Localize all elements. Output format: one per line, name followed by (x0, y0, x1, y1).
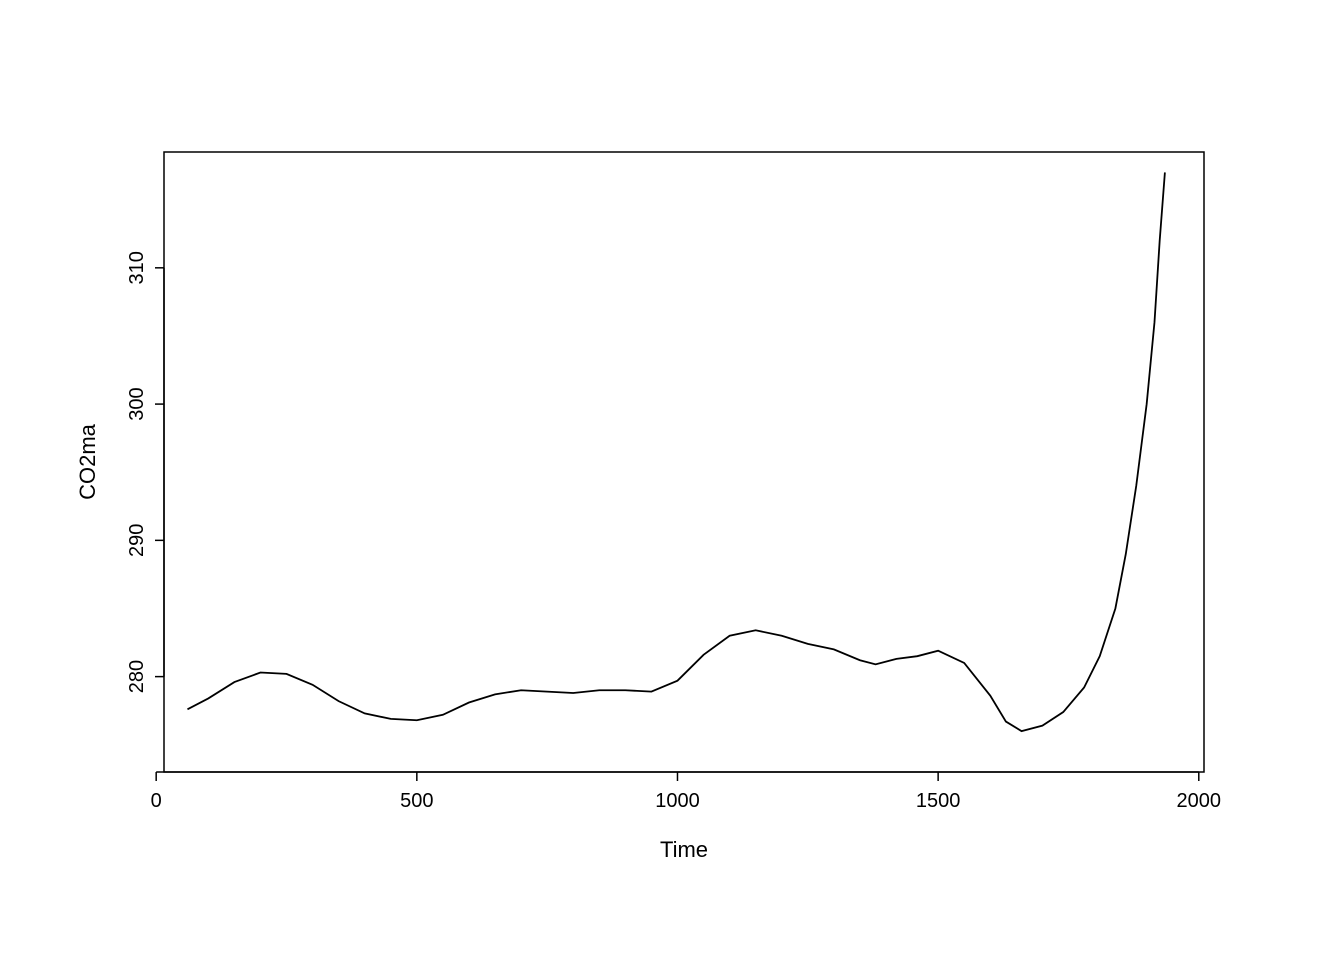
x-tick-label: 500 (400, 790, 433, 812)
y-axis-ticks (155, 268, 164, 677)
plot-border (164, 152, 1204, 772)
y-axis-label: CO2ma (75, 423, 100, 500)
y-axis-tick-labels: 280 290 300 310 (126, 251, 148, 693)
y-tick-label: 290 (126, 524, 148, 557)
x-tick-label: 1000 (655, 790, 700, 812)
x-axis-tick-labels: 0 500 1000 1500 2000 (151, 790, 1221, 812)
x-tick-label: 2000 (1177, 790, 1222, 812)
x-tick-label: 1500 (916, 790, 961, 812)
x-axis-ticks (156, 772, 1199, 781)
y-tick-label: 300 (126, 387, 148, 420)
series-line (187, 172, 1164, 731)
y-tick-label: 280 (126, 660, 148, 693)
x-tick-label: 0 (151, 790, 162, 812)
y-tick-label: 310 (126, 251, 148, 284)
x-axis-label: Time (660, 837, 708, 862)
line-chart: 0 500 1000 1500 2000 280 290 300 310 Time CO2ma (0, 0, 1344, 960)
